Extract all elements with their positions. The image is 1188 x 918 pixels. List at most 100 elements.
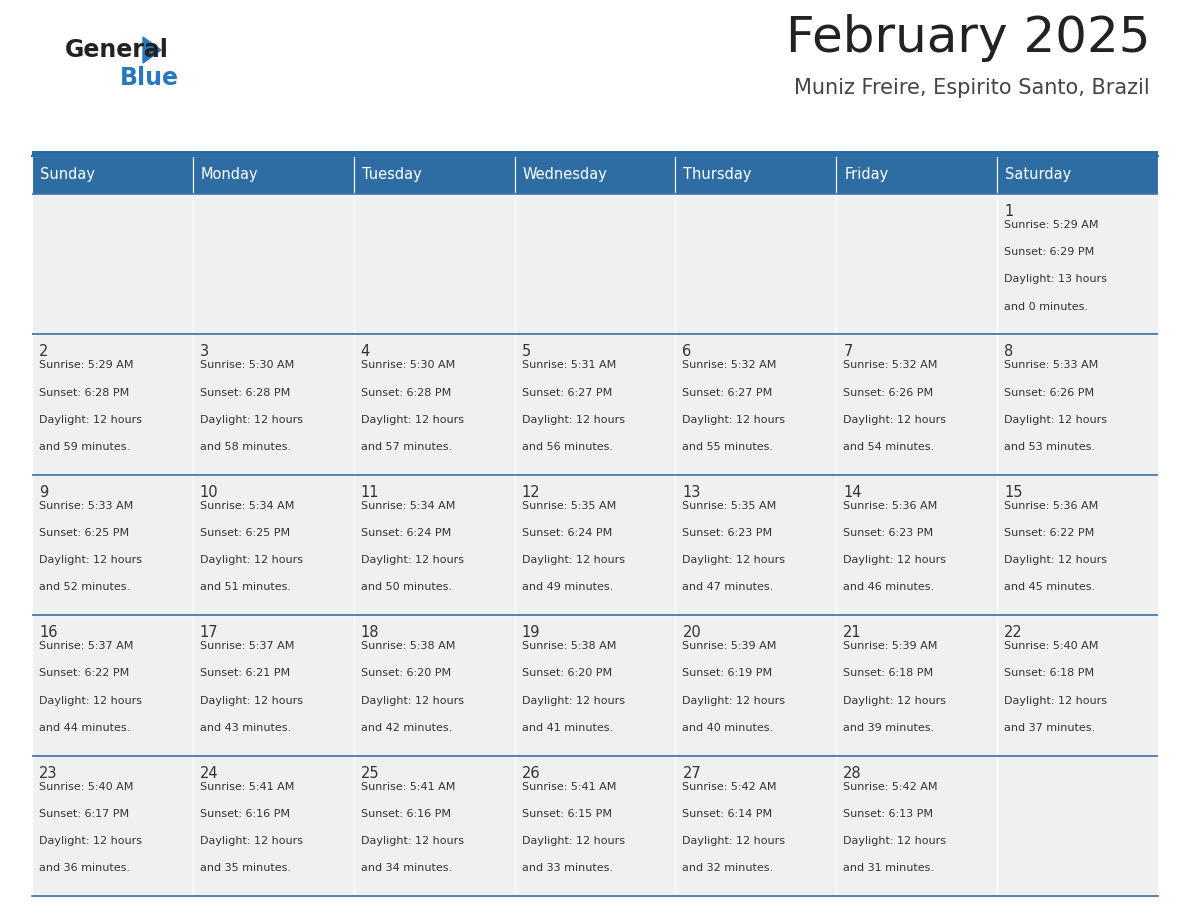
- Text: Sunrise: 5:41 AM: Sunrise: 5:41 AM: [361, 781, 455, 791]
- Text: 3: 3: [200, 344, 209, 360]
- Bar: [997, 334, 1158, 475]
- Text: Sunset: 6:24 PM: Sunset: 6:24 PM: [522, 528, 612, 538]
- Text: Sunrise: 5:38 AM: Sunrise: 5:38 AM: [522, 641, 615, 651]
- Bar: [192, 756, 354, 896]
- Bar: [836, 756, 997, 896]
- Bar: [354, 475, 514, 615]
- Text: and 40 minutes.: and 40 minutes.: [682, 722, 773, 733]
- Text: Sunrise: 5:37 AM: Sunrise: 5:37 AM: [200, 641, 295, 651]
- Bar: [676, 334, 836, 475]
- Text: Sunrise: 5:34 AM: Sunrise: 5:34 AM: [200, 501, 295, 510]
- Bar: [354, 615, 514, 756]
- Text: Friday: Friday: [845, 167, 889, 183]
- Text: Saturday: Saturday: [1005, 167, 1072, 183]
- Text: 20: 20: [682, 625, 701, 640]
- Text: and 46 minutes.: and 46 minutes.: [843, 582, 935, 592]
- Text: Sunrise: 5:32 AM: Sunrise: 5:32 AM: [843, 361, 937, 370]
- Text: Sunset: 6:18 PM: Sunset: 6:18 PM: [1004, 668, 1094, 678]
- Text: Sunset: 6:20 PM: Sunset: 6:20 PM: [361, 668, 450, 678]
- Text: and 32 minutes.: and 32 minutes.: [682, 863, 773, 873]
- Text: Daylight: 12 hours: Daylight: 12 hours: [682, 555, 785, 565]
- Text: Daylight: 12 hours: Daylight: 12 hours: [1004, 696, 1107, 706]
- Text: Sunday: Sunday: [40, 167, 95, 183]
- Text: Daylight: 12 hours: Daylight: 12 hours: [361, 836, 463, 846]
- Text: Sunrise: 5:33 AM: Sunrise: 5:33 AM: [39, 501, 133, 510]
- Text: 22: 22: [1004, 625, 1023, 640]
- Text: Sunrise: 5:42 AM: Sunrise: 5:42 AM: [843, 781, 937, 791]
- Text: 14: 14: [843, 485, 861, 499]
- Text: and 42 minutes.: and 42 minutes.: [361, 722, 451, 733]
- Text: 25: 25: [361, 766, 379, 780]
- Text: Monday: Monday: [201, 167, 259, 183]
- Bar: [192, 475, 354, 615]
- Bar: [676, 156, 836, 194]
- Text: 10: 10: [200, 485, 219, 499]
- Text: Daylight: 12 hours: Daylight: 12 hours: [200, 836, 303, 846]
- Bar: [32, 756, 192, 896]
- Text: Daylight: 12 hours: Daylight: 12 hours: [200, 415, 303, 425]
- Text: Daylight: 12 hours: Daylight: 12 hours: [522, 555, 625, 565]
- Text: Daylight: 12 hours: Daylight: 12 hours: [682, 696, 785, 706]
- Bar: [514, 475, 676, 615]
- Text: 26: 26: [522, 766, 541, 780]
- Text: Tuesday: Tuesday: [361, 167, 422, 183]
- Text: Wednesday: Wednesday: [523, 167, 607, 183]
- Text: and 45 minutes.: and 45 minutes.: [1004, 582, 1095, 592]
- Text: Sunrise: 5:37 AM: Sunrise: 5:37 AM: [39, 641, 133, 651]
- Text: and 43 minutes.: and 43 minutes.: [200, 722, 291, 733]
- Text: Sunset: 6:20 PM: Sunset: 6:20 PM: [522, 668, 612, 678]
- Bar: [192, 615, 354, 756]
- Text: Sunset: 6:22 PM: Sunset: 6:22 PM: [1004, 528, 1094, 538]
- Text: Daylight: 12 hours: Daylight: 12 hours: [843, 555, 947, 565]
- Text: Sunset: 6:26 PM: Sunset: 6:26 PM: [843, 387, 934, 397]
- Bar: [676, 475, 836, 615]
- Text: Sunset: 6:13 PM: Sunset: 6:13 PM: [843, 809, 934, 819]
- Text: Sunrise: 5:40 AM: Sunrise: 5:40 AM: [1004, 641, 1099, 651]
- Bar: [676, 194, 836, 334]
- Bar: [997, 615, 1158, 756]
- Bar: [32, 194, 192, 334]
- Text: 21: 21: [843, 625, 862, 640]
- Text: Daylight: 12 hours: Daylight: 12 hours: [1004, 415, 1107, 425]
- Text: Sunset: 6:19 PM: Sunset: 6:19 PM: [682, 668, 772, 678]
- Text: Daylight: 12 hours: Daylight: 12 hours: [200, 696, 303, 706]
- Polygon shape: [143, 37, 162, 63]
- Bar: [32, 475, 192, 615]
- Text: Sunset: 6:25 PM: Sunset: 6:25 PM: [200, 528, 290, 538]
- Text: 17: 17: [200, 625, 219, 640]
- Text: Sunset: 6:28 PM: Sunset: 6:28 PM: [200, 387, 290, 397]
- Text: and 41 minutes.: and 41 minutes.: [522, 722, 613, 733]
- Text: 5: 5: [522, 344, 531, 360]
- Text: Sunset: 6:18 PM: Sunset: 6:18 PM: [843, 668, 934, 678]
- Text: 18: 18: [361, 625, 379, 640]
- Bar: [514, 615, 676, 756]
- Bar: [32, 151, 1158, 155]
- Text: 27: 27: [682, 766, 701, 780]
- Text: 16: 16: [39, 625, 57, 640]
- Text: Sunset: 6:27 PM: Sunset: 6:27 PM: [682, 387, 772, 397]
- Text: 1: 1: [1004, 204, 1013, 219]
- Bar: [836, 194, 997, 334]
- Text: 8: 8: [1004, 344, 1013, 360]
- Text: Daylight: 12 hours: Daylight: 12 hours: [39, 836, 143, 846]
- Text: Daylight: 12 hours: Daylight: 12 hours: [843, 696, 947, 706]
- Text: and 58 minutes.: and 58 minutes.: [200, 442, 291, 452]
- Bar: [836, 475, 997, 615]
- Text: 23: 23: [39, 766, 57, 780]
- Bar: [997, 194, 1158, 334]
- Text: Sunrise: 5:35 AM: Sunrise: 5:35 AM: [522, 501, 615, 510]
- Text: and 51 minutes.: and 51 minutes.: [200, 582, 291, 592]
- Bar: [32, 334, 192, 475]
- Text: Sunset: 6:16 PM: Sunset: 6:16 PM: [361, 809, 450, 819]
- Bar: [192, 156, 354, 194]
- Text: Sunrise: 5:39 AM: Sunrise: 5:39 AM: [843, 641, 937, 651]
- Text: Sunset: 6:23 PM: Sunset: 6:23 PM: [682, 528, 772, 538]
- Bar: [514, 334, 676, 475]
- Text: Sunrise: 5:29 AM: Sunrise: 5:29 AM: [1004, 220, 1099, 230]
- Text: 11: 11: [361, 485, 379, 499]
- Text: and 44 minutes.: and 44 minutes.: [39, 722, 131, 733]
- Text: and 39 minutes.: and 39 minutes.: [843, 722, 935, 733]
- Text: Sunset: 6:23 PM: Sunset: 6:23 PM: [843, 528, 934, 538]
- Text: Sunset: 6:25 PM: Sunset: 6:25 PM: [39, 528, 129, 538]
- Bar: [192, 194, 354, 334]
